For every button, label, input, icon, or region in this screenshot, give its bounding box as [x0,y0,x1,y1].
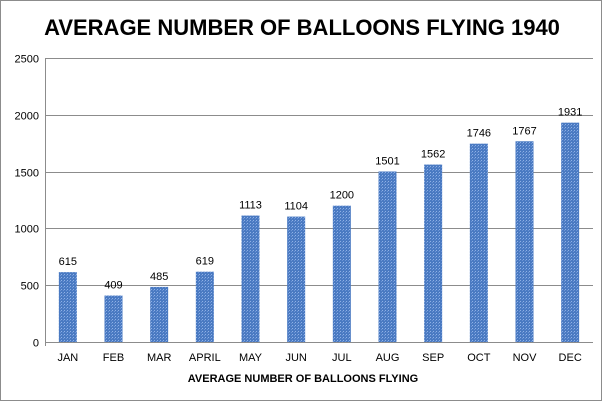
y-tick-label: 2000 [15,111,39,123]
data-label: 1501 [375,155,399,167]
bar-dec [561,122,580,342]
x-tick-label: MAY [239,352,263,364]
x-tick-label: OCT [467,352,491,364]
chart-title: AVERAGE NUMBER OF BALLOONS FLYING 1940 [44,15,560,40]
data-label: 1200 [330,190,354,202]
data-label: 1562 [421,149,445,161]
data-label: 1113 [239,200,262,212]
data-label: 485 [150,271,168,283]
y-tick-label: 2500 [15,54,39,66]
y-tick-label: 1500 [15,168,39,180]
x-tick-label: APRIL [189,352,221,364]
x-tick-label: NOV [513,352,538,364]
data-label: 1931 [558,107,582,119]
bar-may [241,215,260,342]
y-tick-label: 500 [21,281,39,293]
x-tick-label: JUN [285,352,306,364]
x-tick-label: MAR [147,352,172,364]
data-label: 1767 [512,125,536,137]
x-tick-label: FEB [103,352,124,364]
bar-jan [58,272,77,342]
data-label: 615 [59,256,77,268]
x-tick-label: JUL [332,352,352,364]
x-tick-label: AUG [376,352,400,364]
bar-mar [150,286,169,342]
y-tick-label: 1000 [15,224,39,236]
bar-jun [287,216,306,342]
x-tick-label: SEP [422,352,444,364]
bar-feb [104,295,123,342]
x-tick-label: DEC [559,352,582,364]
bar-oct [469,143,488,342]
bar-nov [515,141,534,342]
data-label: 1746 [467,128,491,140]
bar-sep [424,164,443,342]
y-tick-label: 0 [33,338,39,350]
x-tick-label: JAN [57,352,78,364]
bar-jul [332,205,351,342]
data-label: 1104 [284,201,308,213]
data-label: 619 [196,256,214,268]
x-axis-title: AVERAGE NUMBER OF BALLOONS FLYING [187,373,419,385]
data-label: 409 [104,280,122,292]
bar-aug [378,171,397,342]
bar-april [195,271,214,342]
